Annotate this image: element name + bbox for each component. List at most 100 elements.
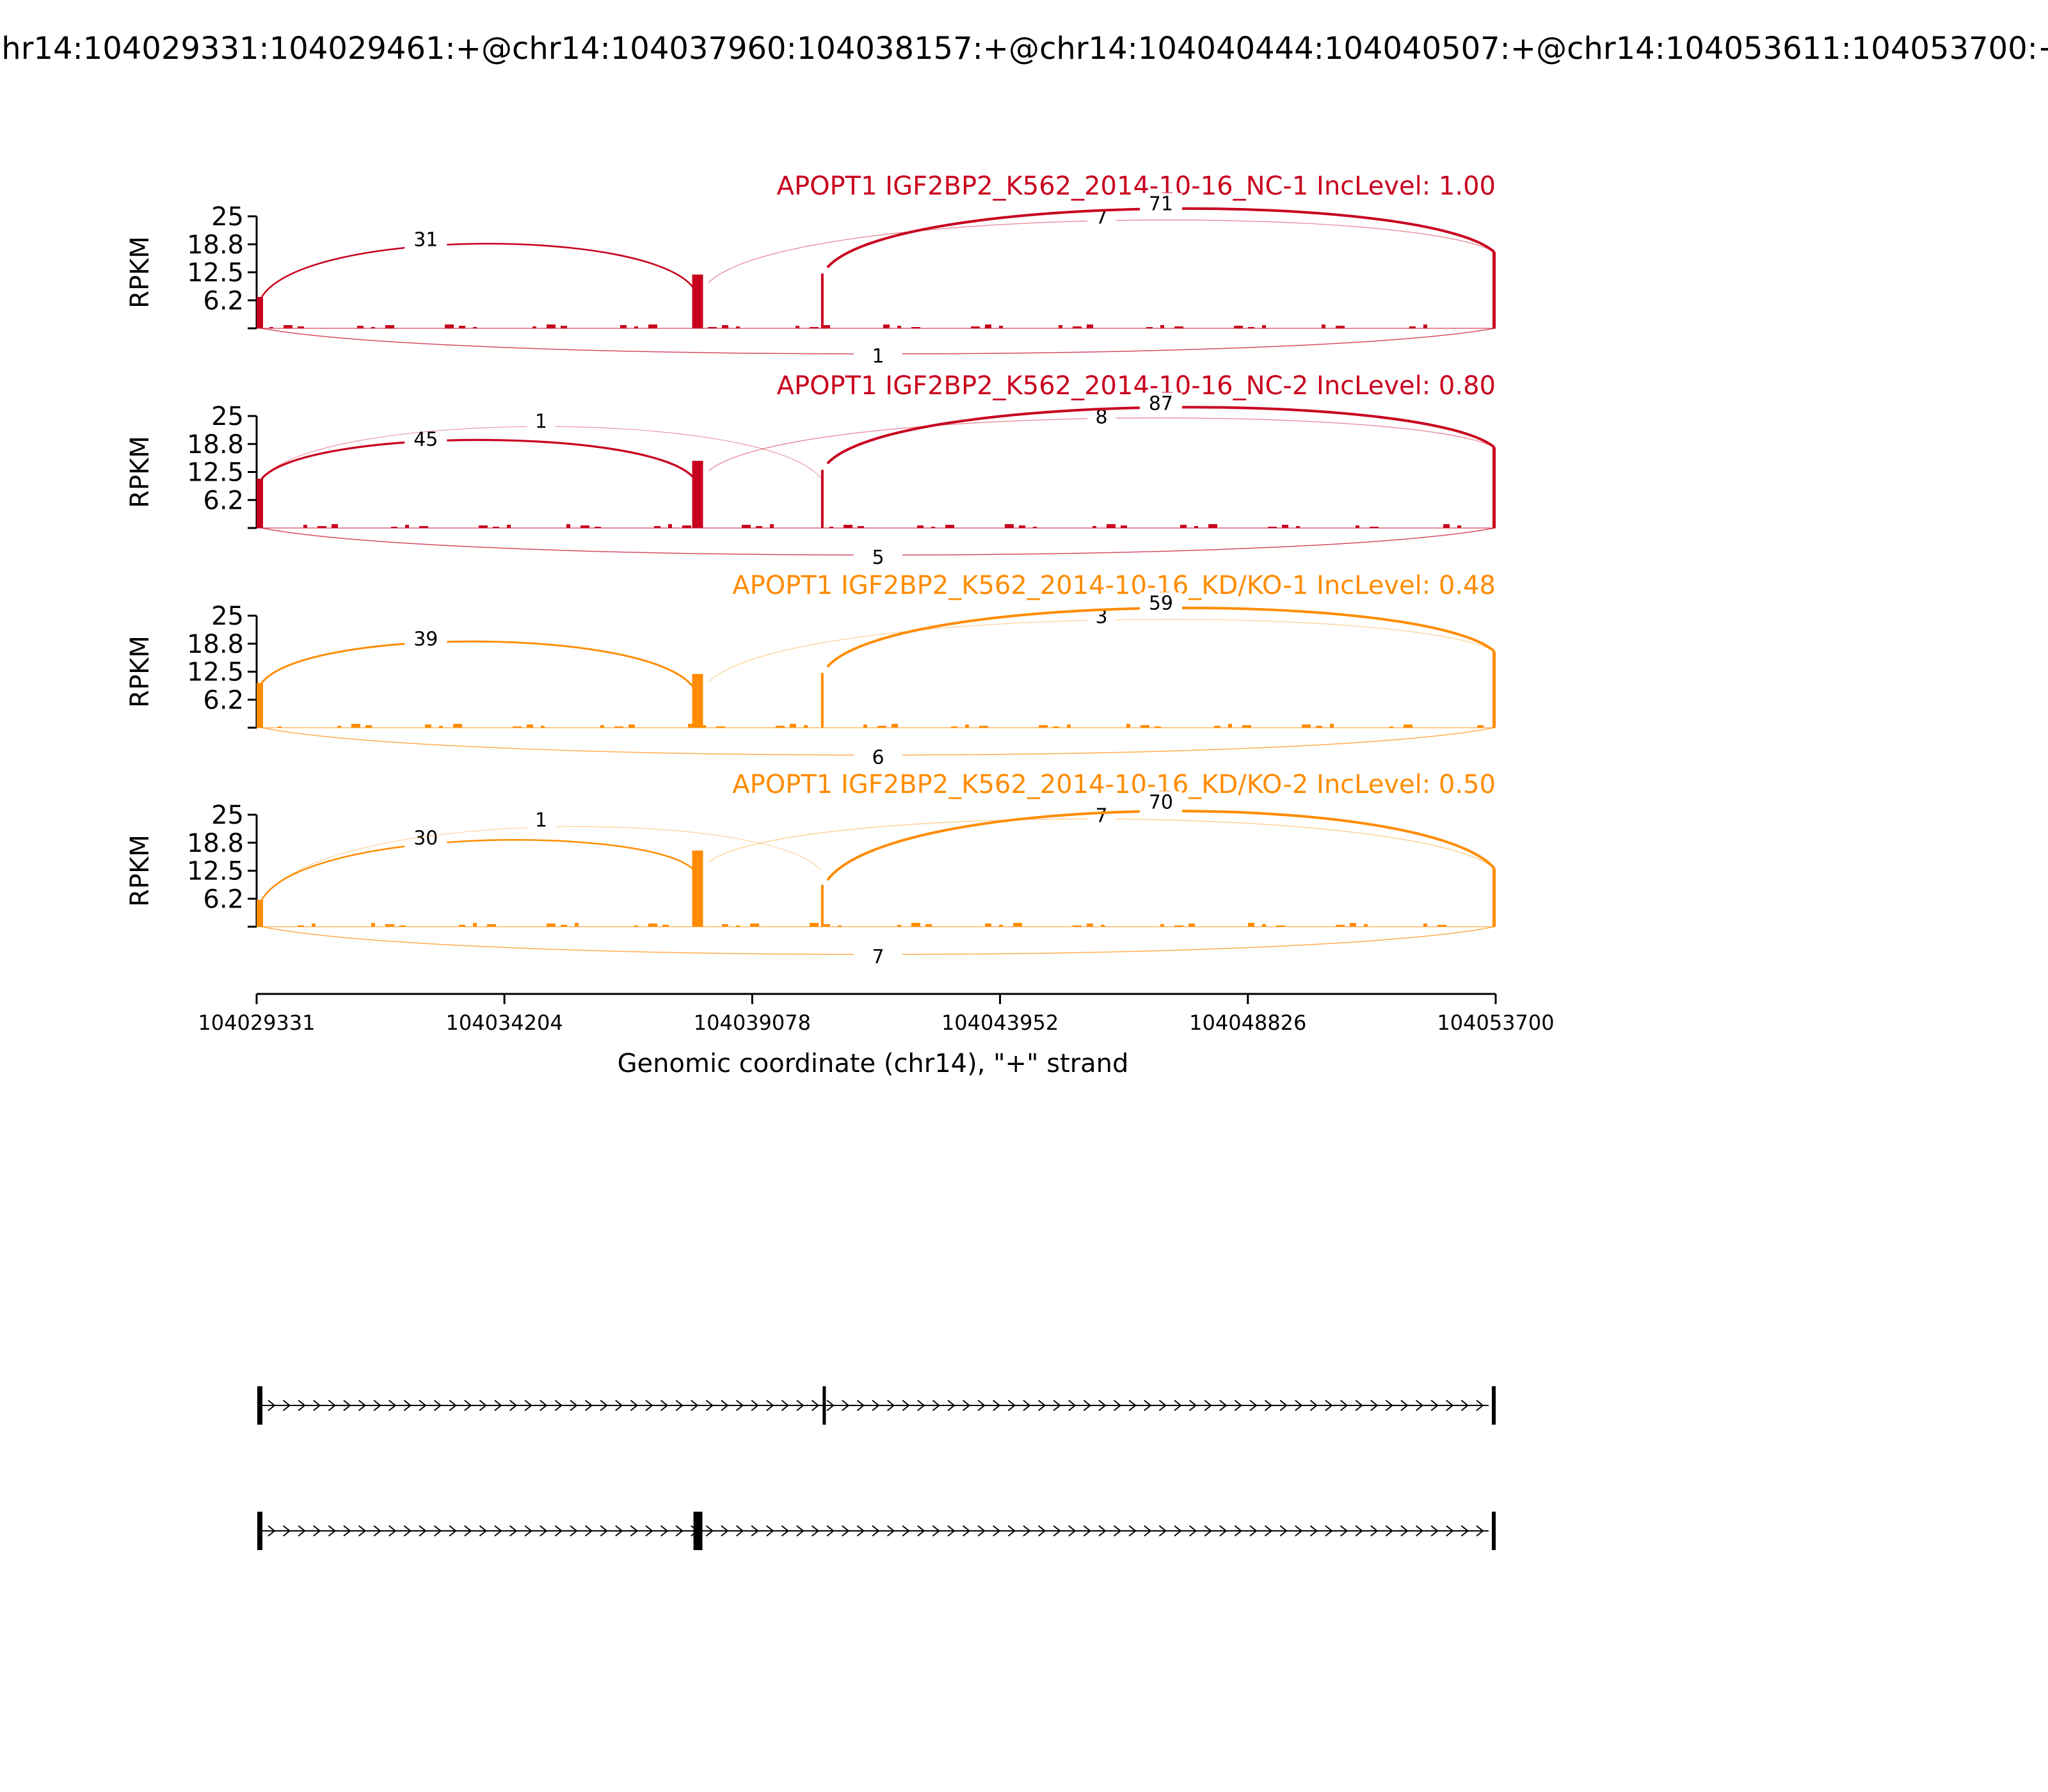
coverage-noise xyxy=(614,726,623,728)
coverage-bar xyxy=(1492,868,1496,927)
coverage-noise xyxy=(634,925,638,927)
coverage-noise xyxy=(385,325,394,328)
coverage-noise xyxy=(634,326,638,328)
strand-chevron xyxy=(1355,1400,1363,1411)
strand-chevron xyxy=(781,1400,790,1411)
coverage-noise xyxy=(1174,925,1183,927)
coverage-noise xyxy=(1160,924,1164,927)
strand-chevron xyxy=(751,1525,759,1537)
strand-chevron xyxy=(630,1400,639,1411)
strand-chevron xyxy=(1400,1400,1409,1411)
coverage-bar xyxy=(1492,252,1496,328)
y-tick-label: 18.8 xyxy=(187,430,244,460)
junction-label-bg xyxy=(854,345,902,366)
coverage-noise xyxy=(1019,525,1025,528)
strand-chevron xyxy=(600,1525,608,1537)
coverage-noise xyxy=(1180,525,1187,528)
strand-chevron xyxy=(1053,1525,1061,1537)
junction-count: 70 xyxy=(1149,792,1173,814)
strand-chevron xyxy=(1430,1525,1439,1537)
strand-chevron xyxy=(932,1400,941,1411)
strand-chevron xyxy=(464,1525,472,1537)
strand-chevron xyxy=(826,1525,835,1537)
coverage-noise xyxy=(1262,325,1266,328)
coverage-noise xyxy=(796,326,799,328)
x-axis: 104029331 104034204 104039078 104043952 1040… xyxy=(198,993,1555,1078)
strand-chevron xyxy=(691,1400,699,1411)
coverage-noise xyxy=(357,326,364,328)
coverage-noise xyxy=(736,925,740,927)
coverage-noise xyxy=(1188,924,1195,927)
strand-chevron xyxy=(1400,1525,1409,1537)
strand-chevron xyxy=(1144,1525,1152,1537)
coverage-noise xyxy=(473,327,477,328)
coverage-noise xyxy=(425,724,431,728)
strand-chevron xyxy=(1370,1525,1379,1537)
y-axis-label: RPKM xyxy=(125,236,155,308)
coverage-noise xyxy=(1121,525,1127,528)
coverage-noise xyxy=(298,925,304,927)
coverage-noise xyxy=(1322,324,1325,328)
strand-chevron xyxy=(675,1400,684,1411)
strand-chevron xyxy=(570,1525,578,1537)
strand-chevron xyxy=(584,1400,593,1411)
strand-chevron xyxy=(1385,1525,1394,1537)
junction-label-bg xyxy=(854,946,902,967)
coverage-noise xyxy=(1356,525,1359,528)
strand-chevron xyxy=(449,1400,457,1411)
coverage-noise xyxy=(702,725,706,728)
coverage-noise xyxy=(824,924,830,927)
coverage-noise xyxy=(716,726,725,728)
strand-chevron xyxy=(735,1400,744,1411)
junction-arc xyxy=(826,810,1496,881)
y-tick-label: 6.2 xyxy=(203,486,244,515)
coverage-noise xyxy=(925,924,932,927)
junction-label-bg xyxy=(1139,392,1182,415)
coverage-bar xyxy=(820,884,824,927)
strand-chevron xyxy=(1068,1525,1076,1537)
junction-label-bg xyxy=(404,228,447,251)
coverage-noise xyxy=(931,527,935,528)
coverage-noise xyxy=(1067,724,1071,728)
exon-block xyxy=(1492,1386,1496,1425)
y-tick-label: 25 xyxy=(211,801,244,830)
strand-chevron xyxy=(721,1525,729,1537)
strand-chevron xyxy=(1174,1400,1182,1411)
strand-chevron xyxy=(1234,1400,1243,1411)
strand-chevron xyxy=(811,1525,820,1537)
coverage-bar xyxy=(257,479,263,528)
coverage-noise xyxy=(1404,724,1412,728)
junction-label-bg xyxy=(404,428,447,451)
coverage-noise xyxy=(595,527,601,528)
strand-chevron xyxy=(570,1400,578,1411)
coverage-noise xyxy=(1013,923,1022,927)
strand-chevron xyxy=(1370,1400,1379,1411)
strand-chevron xyxy=(1309,1525,1318,1537)
coverage-noise xyxy=(547,324,556,328)
coverage-noise xyxy=(985,324,991,328)
panel-title: APOPT1 IGF2BP2_K562_2014-10-16_NC-2 IncL… xyxy=(777,371,1496,401)
strand-chevron xyxy=(509,1525,518,1537)
coverage-noise xyxy=(278,726,282,728)
sample-panels: APOPT1 IGF2BP2_K562_2014-10-16_NC-1 IncL… xyxy=(125,172,1496,968)
coverage-noise xyxy=(1234,326,1243,328)
coverage-noise xyxy=(1053,726,1059,728)
strand-chevron xyxy=(388,1400,397,1411)
strand-chevron xyxy=(751,1400,759,1411)
coverage-noise xyxy=(750,924,759,927)
junction-count: 59 xyxy=(1149,593,1173,615)
coverage-bar xyxy=(257,900,263,927)
y-tick-label: 6.2 xyxy=(203,286,244,316)
strand-chevron xyxy=(826,1400,835,1411)
exon-block xyxy=(257,1386,262,1425)
strand-chevron xyxy=(1446,1400,1454,1411)
coverage-noise xyxy=(1262,924,1266,927)
coverage-noise xyxy=(1336,326,1345,328)
coverage-noise xyxy=(620,325,627,328)
junction-label-bg xyxy=(404,827,447,849)
coverage-noise xyxy=(493,527,499,528)
strand-chevron xyxy=(886,1525,895,1537)
strand-chevron xyxy=(645,1525,653,1537)
strand-chevron xyxy=(1249,1525,1258,1537)
coverage-noise xyxy=(971,326,980,328)
